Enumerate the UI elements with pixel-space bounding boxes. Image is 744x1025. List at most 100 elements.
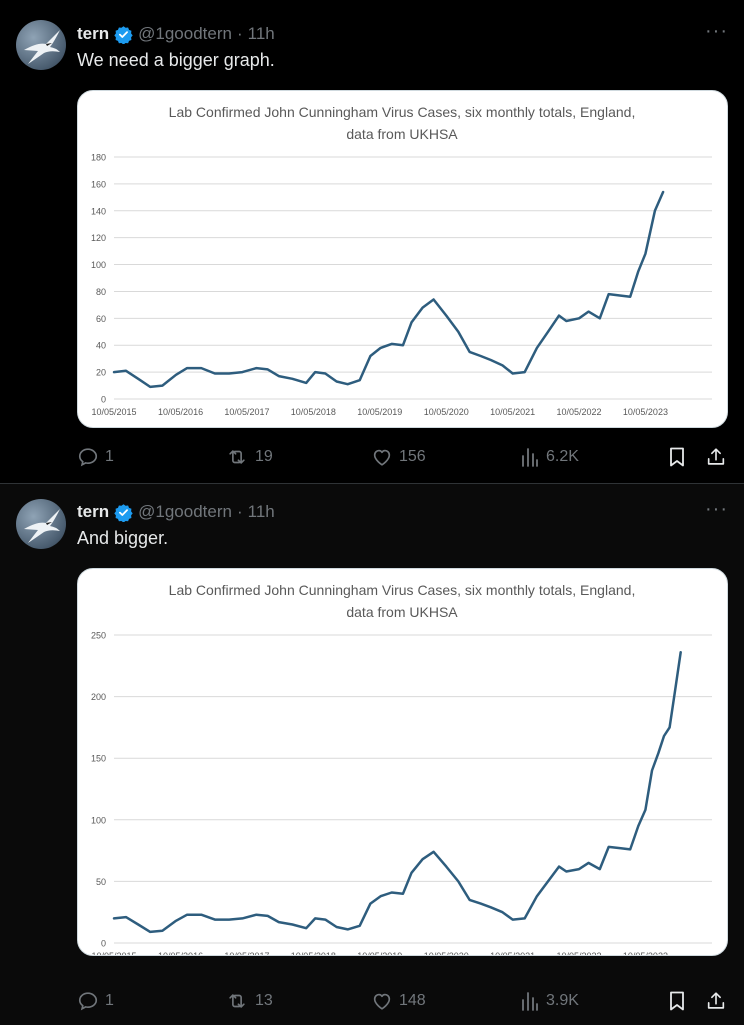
x-tick-label: 10/05/2018 bbox=[291, 951, 336, 955]
y-tick-label: 150 bbox=[91, 754, 106, 764]
chart-title-line2: data from UKHSA bbox=[346, 604, 458, 620]
x-tick-label: 10/05/2021 bbox=[490, 951, 535, 955]
x-tick-label: 10/05/2022 bbox=[557, 951, 602, 955]
bookmark-icon bbox=[670, 447, 684, 467]
reply-icon bbox=[78, 448, 98, 467]
x-tick-label: 10/05/2023 bbox=[623, 951, 668, 955]
x-tick-label: 10/05/2017 bbox=[224, 407, 269, 417]
analytics-icon bbox=[522, 448, 538, 467]
chart-title: Lab Confirmed John Cunningham Virus Case… bbox=[169, 582, 636, 598]
author-name[interactable]: tern bbox=[77, 24, 110, 43]
x-tick-label: 10/05/2016 bbox=[158, 951, 203, 955]
chart-image[interactable]: Lab Confirmed John Cunningham Virus Case… bbox=[77, 568, 728, 956]
x-tick-label: 10/05/2019 bbox=[357, 951, 402, 955]
tweet-text: We need a bigger graph. bbox=[77, 50, 275, 70]
x-tick-label: 10/05/2021 bbox=[490, 407, 535, 417]
like-button[interactable]: 148 bbox=[371, 989, 426, 1013]
reply-button[interactable]: 1 bbox=[77, 445, 114, 469]
y-tick-label: 250 bbox=[91, 631, 106, 641]
tweet[interactable]: tern @1goodtern · 11h ··· And bigger. La… bbox=[0, 483, 744, 1025]
author-handle[interactable]: @1goodtern bbox=[138, 24, 232, 43]
x-tick-label: 10/05/2017 bbox=[224, 951, 269, 955]
x-tick-label: 10/05/2020 bbox=[424, 951, 469, 955]
reply-count: 1 bbox=[105, 992, 114, 1009]
timestamp[interactable]: 11h bbox=[247, 502, 275, 521]
action-bar: 1 13 148 3.9K bbox=[77, 989, 727, 1013]
share-icon bbox=[707, 448, 725, 465]
repost-count: 13 bbox=[255, 992, 273, 1009]
share-button[interactable] bbox=[705, 445, 727, 469]
x-tick-label: 10/05/2018 bbox=[291, 407, 336, 417]
share-button[interactable] bbox=[705, 989, 727, 1013]
x-tick-label: 10/05/2020 bbox=[424, 407, 469, 417]
view-count: 3.9K bbox=[546, 992, 579, 1009]
tweet-header: tern @1goodtern · 11h bbox=[77, 22, 275, 46]
x-tick-label: 10/05/2016 bbox=[158, 407, 203, 417]
y-tick-label: 100 bbox=[91, 815, 106, 825]
author-handle[interactable]: @1goodtern bbox=[138, 502, 232, 521]
views-button[interactable]: 6.2K bbox=[520, 445, 579, 469]
timestamp[interactable]: 11h bbox=[247, 24, 275, 43]
y-tick-label: 0 bbox=[101, 939, 106, 949]
separator-dot: · bbox=[236, 24, 243, 43]
verified-badge-icon bbox=[114, 25, 133, 44]
repost-button[interactable]: 19 bbox=[225, 445, 273, 469]
x-tick-label: 10/05/2015 bbox=[91, 407, 136, 417]
share-icon bbox=[707, 992, 725, 1009]
views-button[interactable]: 3.9K bbox=[520, 989, 579, 1013]
series-line bbox=[112, 190, 665, 389]
bookmark-button[interactable] bbox=[667, 445, 687, 469]
repost-count: 19 bbox=[255, 448, 273, 465]
repost-icon bbox=[229, 450, 245, 464]
line-chart: Lab Confirmed John Cunningham Virus Case… bbox=[91, 104, 712, 417]
view-count: 6.2K bbox=[546, 448, 579, 465]
x-tick-label: 10/05/2022 bbox=[557, 407, 602, 417]
y-tick-label: 140 bbox=[91, 206, 106, 216]
chart-title: Lab Confirmed John Cunningham Virus Case… bbox=[169, 104, 636, 120]
x-tick-label: 10/05/2023 bbox=[623, 407, 668, 417]
reply-button[interactable]: 1 bbox=[77, 989, 114, 1013]
line-chart: Lab Confirmed John Cunningham Virus Case… bbox=[91, 582, 712, 955]
tweet[interactable]: tern @1goodtern · 11h ··· We need a bigg… bbox=[0, 0, 744, 483]
avatar[interactable] bbox=[16, 20, 66, 70]
like-count: 156 bbox=[399, 448, 426, 465]
tweet-text: And bigger. bbox=[77, 528, 169, 548]
analytics-icon bbox=[522, 992, 538, 1011]
series-line bbox=[112, 650, 682, 934]
heart-icon bbox=[373, 993, 391, 1010]
repost-icon bbox=[229, 994, 245, 1008]
reply-count: 1 bbox=[105, 448, 114, 465]
author-name[interactable]: tern bbox=[77, 502, 110, 521]
y-tick-label: 20 bbox=[96, 368, 106, 378]
reply-icon bbox=[78, 992, 98, 1011]
y-tick-label: 120 bbox=[91, 233, 106, 243]
bookmark-button[interactable] bbox=[667, 989, 687, 1013]
x-tick-label: 10/05/2015 bbox=[91, 951, 136, 955]
separator-dot: · bbox=[236, 502, 243, 521]
heart-icon bbox=[373, 449, 391, 466]
y-tick-label: 160 bbox=[91, 179, 106, 189]
x-tick-label: 10/05/2019 bbox=[357, 407, 402, 417]
y-tick-label: 100 bbox=[91, 260, 106, 270]
action-bar: 1 19 156 6.2K bbox=[77, 445, 727, 469]
y-tick-label: 80 bbox=[96, 287, 106, 297]
y-tick-label: 60 bbox=[96, 314, 106, 324]
chart-title-line2: data from UKHSA bbox=[346, 126, 458, 142]
repost-button[interactable]: 13 bbox=[225, 989, 273, 1013]
chart-image[interactable]: Lab Confirmed John Cunningham Virus Case… bbox=[77, 90, 728, 428]
y-tick-label: 180 bbox=[91, 153, 106, 163]
y-tick-label: 50 bbox=[96, 877, 106, 887]
more-options-icon[interactable]: ··· bbox=[705, 498, 728, 520]
y-tick-label: 0 bbox=[101, 395, 106, 405]
tern-bird-icon bbox=[24, 509, 60, 543]
like-button[interactable]: 156 bbox=[371, 445, 426, 469]
tern-bird-icon bbox=[24, 30, 60, 64]
more-options-icon[interactable]: ··· bbox=[705, 20, 728, 42]
like-count: 148 bbox=[399, 992, 426, 1009]
avatar[interactable] bbox=[16, 499, 66, 549]
y-tick-label: 40 bbox=[96, 341, 106, 351]
verified-badge-icon bbox=[114, 503, 133, 522]
bookmark-icon bbox=[670, 991, 684, 1011]
y-tick-label: 200 bbox=[91, 692, 106, 702]
tweet-header: tern @1goodtern · 11h bbox=[77, 500, 275, 524]
